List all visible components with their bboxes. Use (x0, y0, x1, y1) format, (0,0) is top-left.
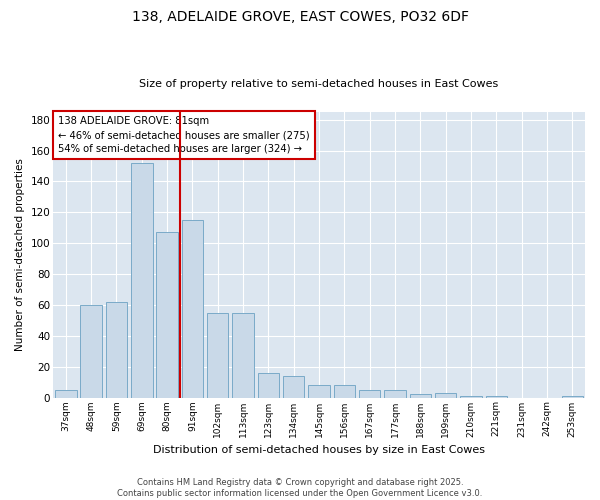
Bar (232, 312, 254, 398)
Text: 138 ADELAIDE GROVE: 81sqm
← 46% of semi-detached houses are smaller (275)
54% of: 138 ADELAIDE GROVE: 81sqm ← 46% of semi-… (58, 116, 310, 154)
Text: Contains HM Land Registry data © Crown copyright and database right 2025.
Contai: Contains HM Land Registry data © Crown c… (118, 478, 482, 498)
Bar (460, 396, 482, 398)
Bar (359, 390, 380, 398)
Bar (157, 232, 178, 398)
Bar (334, 385, 355, 398)
Bar (55, 390, 77, 398)
Bar (106, 302, 127, 398)
Bar (131, 163, 152, 398)
Bar (435, 393, 457, 398)
Bar (308, 385, 330, 398)
Bar (384, 390, 406, 398)
Bar (562, 396, 583, 398)
Bar (182, 220, 203, 398)
Title: Size of property relative to semi-detached houses in East Cowes: Size of property relative to semi-detach… (139, 79, 499, 89)
Y-axis label: Number of semi-detached properties: Number of semi-detached properties (15, 158, 25, 351)
Text: 138, ADELAIDE GROVE, EAST COWES, PO32 6DF: 138, ADELAIDE GROVE, EAST COWES, PO32 6D… (131, 10, 469, 24)
X-axis label: Distribution of semi-detached houses by size in East Cowes: Distribution of semi-detached houses by … (153, 445, 485, 455)
Bar (283, 376, 304, 398)
Bar (410, 394, 431, 398)
Bar (257, 373, 279, 398)
Bar (485, 396, 507, 398)
Bar (207, 312, 229, 398)
Bar (80, 305, 102, 398)
